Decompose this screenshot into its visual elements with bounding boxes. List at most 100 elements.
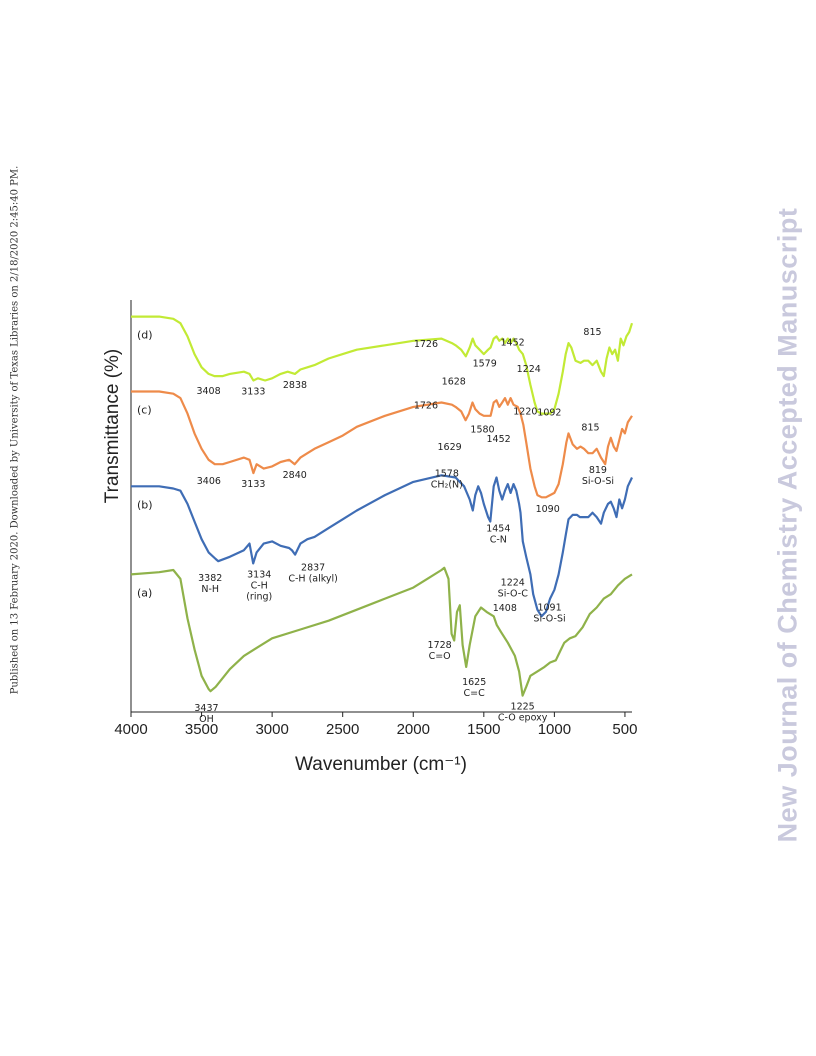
peak-annotation-line: 819 [589, 465, 607, 476]
peak-annotation-line: 1220 [513, 407, 537, 418]
peak-annotation-line: Si-O-Si [582, 476, 614, 487]
peak-annotation-line: 3133 [241, 387, 265, 398]
peak-annotation-line: 2837 [301, 563, 325, 574]
peak-annotation: 1220 [513, 407, 537, 418]
peak-annotation-line: C=C [464, 688, 486, 699]
series-label-b: (b) [137, 498, 153, 511]
peak-annotation-line: Si-O-C [498, 588, 529, 599]
peak-annotation: 1452 [500, 337, 524, 348]
peak-annotation: 2840 [283, 470, 307, 481]
peak-annotation: 1224 Si-O-C [498, 577, 529, 599]
x-tick-label: 1000 [538, 721, 571, 738]
peak-annotation-line: 815 [583, 327, 601, 338]
peak-annotation-line: 1224 [501, 577, 525, 588]
peak-annotation: 3408 [196, 386, 220, 397]
series-line-b [131, 474, 633, 618]
peak-annotation: 1728 C=O [428, 640, 452, 662]
peak-annotation-line: 1091 [537, 602, 561, 613]
peak-annotation: 1578 CH₂(N) [431, 469, 463, 491]
peak-annotation: 1580 [470, 425, 494, 436]
peak-annotation: 815 [581, 423, 599, 434]
peak-annotation-line: 1452 [500, 337, 524, 348]
peak-annotation: 1629 [438, 442, 462, 453]
peak-annotation-line: C-O epoxy [498, 713, 548, 724]
peak-annotation-line: C-H [251, 580, 268, 591]
peak-annotation: 3437 OH [194, 703, 218, 725]
peak-annotation-line: 3408 [196, 386, 220, 397]
peak-annotation-line: 1454 [486, 524, 510, 535]
peak-annotation-line: 3133 [241, 479, 265, 490]
peak-annotation-line: Si-O-Si [533, 613, 565, 624]
peak-annotation-line: 1628 [442, 376, 466, 387]
peak-annotation-line: C-H (alkyl) [288, 574, 338, 585]
x-tick-label: 2000 [397, 721, 430, 738]
peak-annotation-line: 2838 [283, 380, 307, 391]
peak-annotation-line: 1580 [470, 425, 494, 436]
peak-annotation-line: 1579 [473, 359, 497, 370]
series-line-c [131, 390, 633, 499]
peak-annotation-line: 3382 [198, 573, 222, 584]
trace-labels: (a) (b) (c) (d) [137, 329, 153, 600]
peak-annotation: 1726 [414, 401, 438, 412]
peak-annotation: 3134 C-H (ring) [246, 569, 272, 602]
peak-annotation: 1452 [486, 434, 510, 445]
peak-annotation: 2837 C-H (alkyl) [288, 563, 338, 585]
x-tick-label: 3500 [185, 721, 218, 738]
peak-annotation: 1625 C=C [462, 677, 486, 699]
peak-annotation-line: 3406 [197, 476, 221, 487]
peak-annotation-line: 1629 [438, 442, 462, 453]
series-label-d: (d) [137, 329, 153, 342]
x-tick-label: 1500 [467, 721, 500, 738]
peak-annotation: 1408 [493, 603, 517, 614]
peak-annotation-line: 3134 [247, 569, 271, 580]
peak-annotation: 1726 [414, 339, 438, 350]
peak-annotation-line: 1728 [428, 640, 452, 651]
peak-annotation-line: N-H [201, 584, 219, 595]
peak-annotation: 819 Si-O-Si [582, 465, 614, 487]
peak-annotation: 1454 C-N [486, 524, 510, 546]
peak-annotation: 1091 Si-O-Si [533, 602, 565, 624]
peak-annotation-line: C=O [429, 651, 451, 662]
peak-annotation-line: C-N [490, 535, 507, 546]
peak-annotation-line: 1726 [414, 339, 438, 350]
peak-annotation-line: 3437 [194, 703, 218, 714]
peak-annotation-line: 1092 [537, 408, 561, 419]
peak-annotation: 2838 [283, 380, 307, 391]
peak-annotation: 1224 [517, 364, 541, 375]
x-tick-label: 500 [612, 721, 637, 738]
peak-annotation-line: 815 [581, 423, 599, 434]
peak-annotation-line: 1224 [517, 364, 541, 375]
peak-annotation: 815 [583, 327, 601, 338]
series-label-c: (c) [137, 404, 152, 417]
peak-annotation: 3133 [241, 479, 265, 490]
peak-annotation: 1628 [442, 376, 466, 387]
x-tick-label: 2500 [326, 721, 359, 738]
y-axis-label: Transmittance (%) [102, 349, 123, 504]
peak-annotation-line: 1408 [493, 603, 517, 614]
peak-annotation-line: 1225 [511, 702, 535, 713]
peak-annotation-line: OH [199, 714, 214, 725]
peak-annotation-line: 1090 [536, 504, 560, 515]
peak-annotation: 1225 C-O epoxy [498, 702, 548, 724]
peak-annotation: 3133 [241, 387, 265, 398]
peak-annotation-line: (ring) [246, 591, 272, 602]
peak-annotation-line: 1452 [486, 434, 510, 445]
peak-annotation-line: 1625 [462, 677, 486, 688]
series-line-a [130, 566, 633, 697]
peak-annotation: 3406 [197, 476, 221, 487]
peak-annotations: 3437 OH 1728 C=O 1625 C=C 1408 1225 C-O epoxy 338… [194, 327, 614, 725]
peak-annotation-line: CH₂(N) [431, 480, 463, 491]
x-axis-ticks: 4000 3500 3000 2500 2000 1500 1000 500 [114, 712, 637, 738]
x-tick-label: 3000 [255, 721, 288, 738]
series-label-a: (a) [137, 586, 152, 599]
peak-annotation: 1579 [473, 359, 497, 370]
peak-annotation: 1092 [537, 408, 561, 419]
peak-annotation-line: 1726 [414, 401, 438, 412]
peak-annotation-line: 2840 [283, 470, 307, 481]
peak-annotation: 1090 [536, 504, 560, 515]
spectra-traces [130, 315, 634, 697]
x-axis-label: Wavenumber (cm⁻¹) [295, 754, 467, 775]
peak-annotation: 3382 N-H [198, 573, 222, 595]
peak-annotation-line: 1578 [435, 469, 459, 480]
